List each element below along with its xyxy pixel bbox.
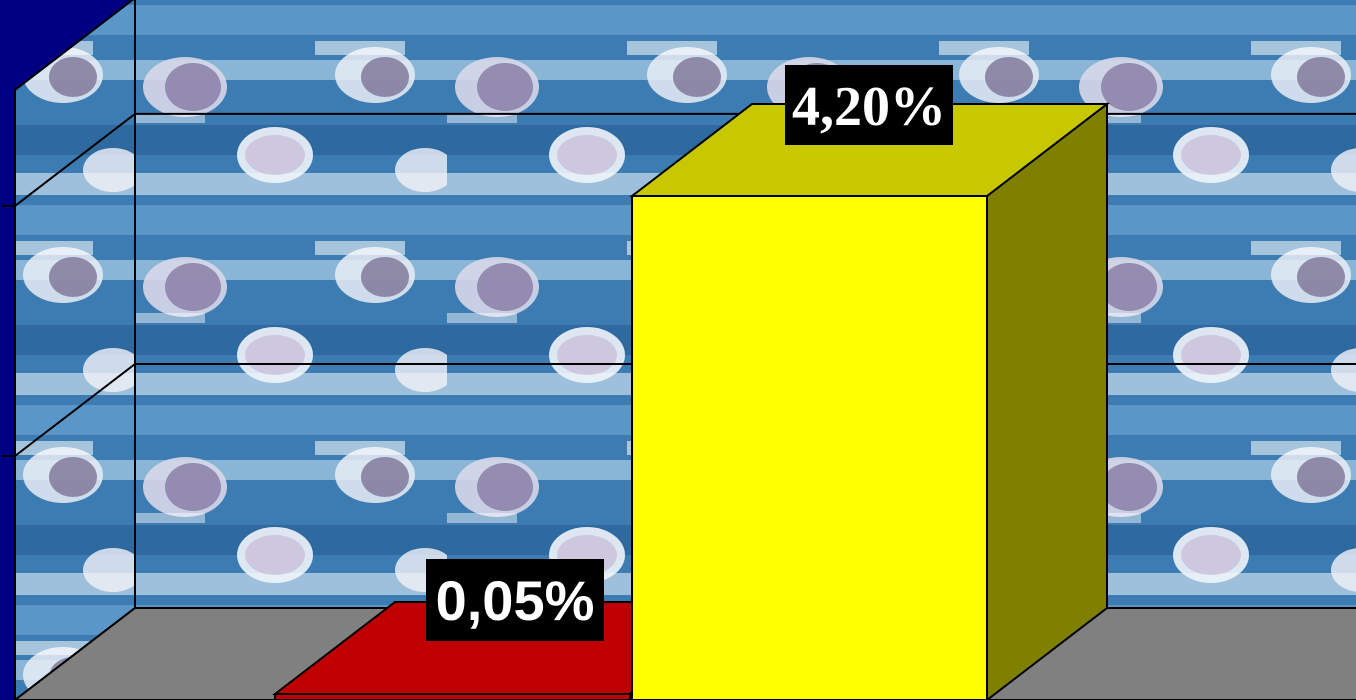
data-label-box — [785, 65, 953, 145]
data-label-box — [426, 559, 604, 641]
side-wall — [14, 0, 136, 700]
gridline-side — [14, 363, 136, 457]
bar — [274, 693, 631, 700]
data-label: 0,05% — [436, 569, 595, 632]
data-label: 4,20% — [792, 76, 946, 138]
bar — [631, 195, 988, 700]
gridline-side — [14, 113, 136, 207]
bar-side — [986, 101, 1108, 700]
